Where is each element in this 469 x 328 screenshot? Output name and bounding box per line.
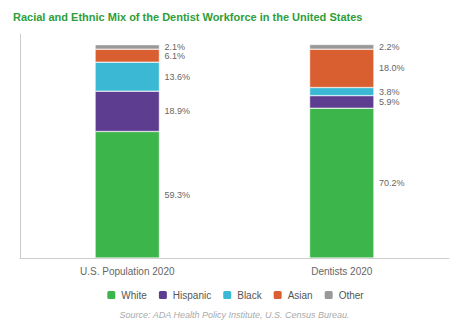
svg-text:Black: Black xyxy=(237,290,262,301)
svg-text:2.2%: 2.2% xyxy=(379,42,400,52)
svg-text:Source: ADA Health Policy Inst: Source: ADA Health Policy Institute, U.S… xyxy=(120,310,350,320)
svg-text:Asian: Asian xyxy=(288,290,313,301)
svg-text:2.1%: 2.1% xyxy=(164,42,185,52)
svg-text:6.1%: 6.1% xyxy=(164,51,185,61)
svg-text:Dentists 2020: Dentists 2020 xyxy=(311,266,373,277)
svg-text:18.9%: 18.9% xyxy=(164,106,190,116)
svg-text:White: White xyxy=(121,290,147,301)
svg-text:18.0%: 18.0% xyxy=(379,63,405,73)
svg-text:Racial and Ethnic Mix of the D: Racial and Ethnic Mix of the Dentist Wor… xyxy=(13,11,362,23)
svg-text:Other: Other xyxy=(339,290,365,301)
svg-text:3.8%: 3.8% xyxy=(379,87,400,97)
svg-text:Hispanic: Hispanic xyxy=(173,290,211,301)
svg-text:U.S. Population 2020: U.S. Population 2020 xyxy=(80,266,175,277)
svg-text:59.3%: 59.3% xyxy=(164,190,190,200)
svg-text:5.9%: 5.9% xyxy=(379,97,400,107)
svg-text:70.2%: 70.2% xyxy=(379,178,405,188)
svg-text:13.6%: 13.6% xyxy=(164,72,190,82)
